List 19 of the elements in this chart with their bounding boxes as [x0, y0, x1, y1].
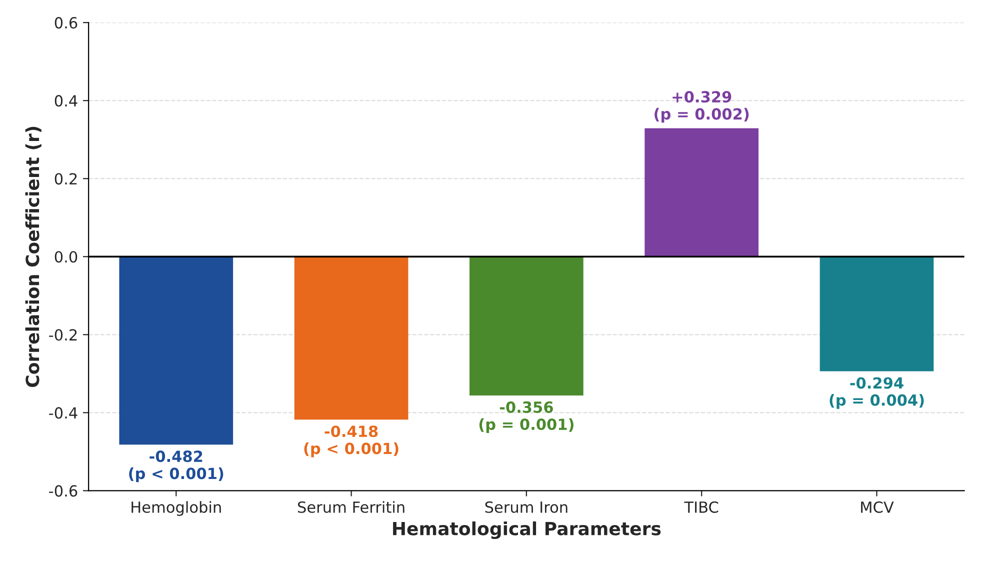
y-tick-label: -0.2	[49, 329, 77, 341]
x-tick-label: Serum Iron	[485, 501, 568, 513]
data-label: -0.482 (p < 0.001)	[129, 450, 224, 482]
y-tick-label: 0.6	[54, 17, 78, 29]
x-tick-label: TIBC	[684, 501, 718, 513]
data-label: -0.294 (p = 0.004)	[830, 377, 924, 409]
x-axis-title: Hematological Parameters	[393, 521, 661, 540]
y-tick-label: 0.4	[54, 95, 78, 107]
y-tick-label: 0.2	[54, 173, 77, 185]
data-label: +0.329 (p = 0.002)	[654, 91, 749, 123]
y-tick-label: -0.6	[49, 485, 78, 497]
x-tick-label: Serum Ferritin	[298, 501, 404, 513]
x-tick-label: Hemoglobin	[132, 501, 221, 516]
data-label: -0.418 (p < 0.001)	[304, 426, 398, 458]
y-axis-title: Correlation Coefficient (r)	[25, 126, 42, 387]
x-tick-label: MCV	[861, 501, 894, 513]
data-label: -0.356 (p = 0.001)	[479, 401, 574, 434]
y-tick-label: -0.4	[49, 407, 78, 419]
y-tick-label: 0.0	[54, 251, 78, 263]
